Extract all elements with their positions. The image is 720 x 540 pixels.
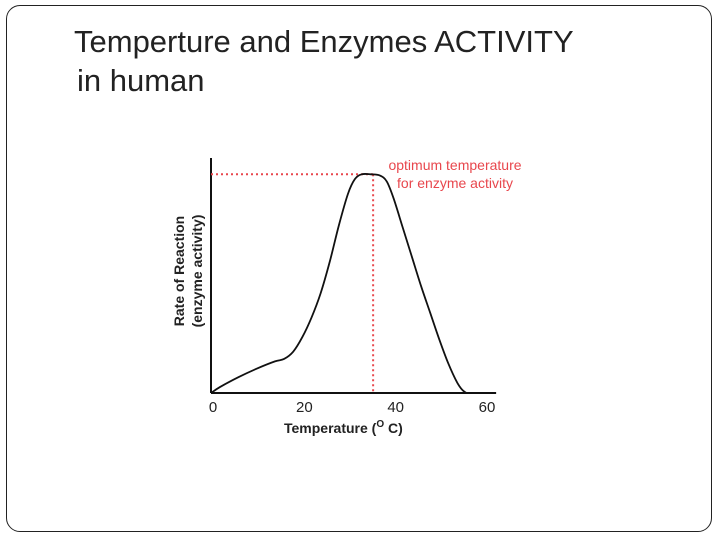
slide-title-line-2: in human	[77, 63, 205, 98]
x-axis-label-text: Temperature (	[284, 420, 377, 436]
slide-frame	[6, 5, 712, 532]
slide-title: Temperture and Enzymes ACTIVITY in human	[74, 22, 574, 100]
x-tick-label-20: 20	[296, 399, 313, 416]
enzyme-activity-curve	[210, 172, 495, 394]
x-tick-label-0: 0	[209, 399, 217, 416]
x-axis-label-degree: O	[376, 419, 384, 430]
optimum-annotation-line-1: optimum temperature	[388, 157, 521, 173]
x-tick-label-40: 40	[387, 399, 404, 416]
slide-title-line-1: Temperture and Enzymes ACTIVITY	[74, 24, 574, 59]
y-axis-label-line-1: Rate of Reaction	[171, 216, 187, 326]
x-axis-label-unit: C)	[384, 420, 403, 436]
x-axis-label: Temperature (O C)	[284, 419, 403, 436]
y-axis-label-line-2: (enzyme activity)	[189, 215, 205, 328]
optimum-annotation-line-2: for enzyme activity	[397, 175, 513, 191]
x-tick-label-60: 60	[479, 399, 496, 416]
